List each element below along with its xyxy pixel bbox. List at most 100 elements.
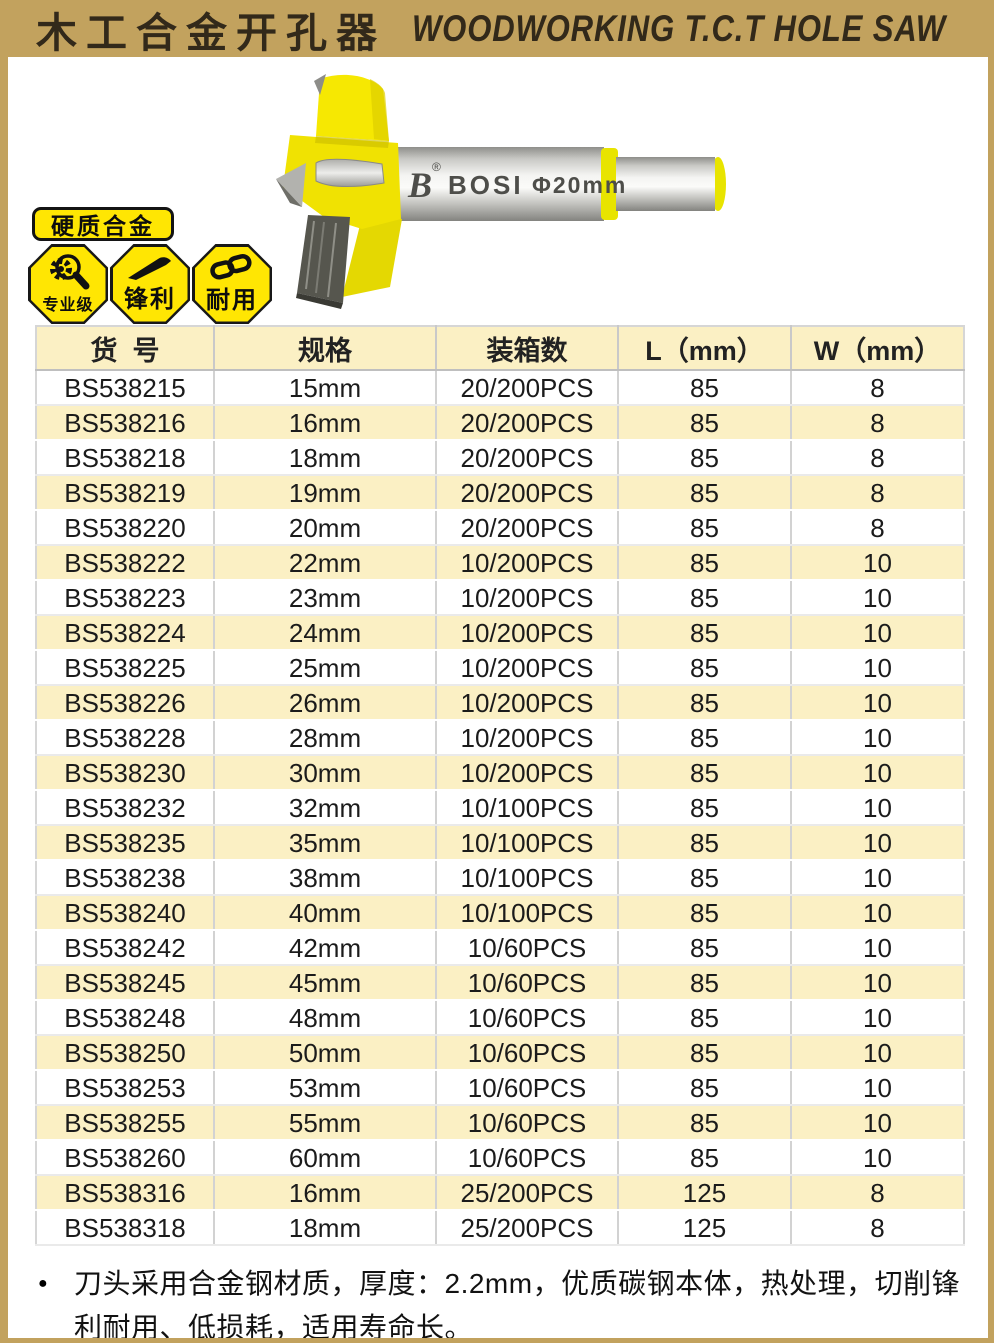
cell-item-no: BS538245	[36, 965, 215, 1001]
table-row: BS538219 19mm 20/200PCS 85 8	[36, 475, 964, 511]
cell-item-no: BS538238	[36, 860, 215, 896]
cell-item-no: BS538242	[36, 930, 215, 966]
cell-length: 85	[618, 370, 792, 406]
cell-packing: 20/200PCS	[436, 475, 619, 511]
cell-item-no: BS538230	[36, 755, 215, 791]
cell-spec: 15mm	[214, 370, 437, 406]
note-item: ● 刀头采用合金钢材质，厚度：2.2mm，优质碳钢本体，热处理，切削锋利耐用、低…	[38, 1262, 962, 1338]
cell-spec: 22mm	[214, 545, 437, 581]
cell-item-no: BS538318	[36, 1210, 215, 1246]
page-title-english: WOODWORKING T.C.T HOLE SAW	[412, 7, 947, 49]
cell-length: 85	[618, 860, 792, 896]
col-header-length: L（mm）	[618, 326, 792, 371]
content-frame: B ® BOSI Φ20mm	[0, 57, 994, 1343]
octagon-fill: 专业级	[30, 246, 106, 322]
cell-length: 85	[618, 510, 792, 546]
spec-table-head: 货 号 规格 装箱数 L（mm） W（mm）	[36, 326, 964, 371]
cell-spec: 55mm	[214, 1105, 437, 1141]
badge-professional: 专业级	[28, 244, 108, 324]
cell-length: 85	[618, 650, 792, 686]
cell-item-no: BS538255	[36, 1105, 215, 1141]
cell-length: 85	[618, 1140, 792, 1176]
cell-width: 8	[791, 1210, 964, 1246]
cell-width: 10	[791, 930, 964, 966]
cell-spec: 53mm	[214, 1070, 437, 1106]
table-row: BS538253 53mm 10/60PCS 85 10	[36, 1070, 964, 1106]
table-row: BS538250 50mm 10/60PCS 85 10	[36, 1035, 964, 1071]
cell-length: 85	[618, 1000, 792, 1036]
cell-item-no: BS538215	[36, 370, 215, 406]
cell-packing: 20/200PCS	[436, 440, 619, 476]
cell-packing: 10/200PCS	[436, 755, 619, 791]
cell-length: 85	[618, 685, 792, 721]
table-row: BS538248 48mm 10/60PCS 85 10	[36, 1000, 964, 1036]
table-row: BS538318 18mm 25/200PCS 125 8	[36, 1210, 964, 1246]
brand-text: BOSI	[448, 170, 524, 200]
cell-spec: 18mm	[214, 1210, 437, 1246]
cell-width: 10	[791, 860, 964, 896]
cell-width: 10	[791, 580, 964, 616]
hero-section: B ® BOSI Φ20mm	[8, 57, 988, 325]
cell-width: 10	[791, 1000, 964, 1036]
cell-item-no: BS538250	[36, 1035, 215, 1071]
cell-packing: 10/200PCS	[436, 685, 619, 721]
cell-length: 85	[618, 1035, 792, 1071]
table-row: BS538218 18mm 20/200PCS 85 8	[36, 440, 964, 476]
table-row: BS538242 42mm 10/60PCS 85 10	[36, 930, 964, 966]
cell-width: 10	[791, 965, 964, 1001]
page-title-chinese: 木工合金开孔器	[36, 9, 386, 56]
cell-item-no: BS538222	[36, 545, 215, 581]
cell-length: 85	[618, 580, 792, 616]
table-row: BS538240 40mm 10/100PCS 85 10	[36, 895, 964, 931]
cell-item-no: BS538240	[36, 895, 215, 931]
cell-length: 85	[618, 930, 792, 966]
table-row: BS538228 28mm 10/200PCS 85 10	[36, 720, 964, 756]
cell-item-no: BS538228	[36, 720, 215, 756]
cell-packing: 25/200PCS	[436, 1175, 619, 1211]
cell-width: 10	[791, 1035, 964, 1071]
cell-length: 85	[618, 440, 792, 476]
cell-packing: 25/200PCS	[436, 1210, 619, 1246]
table-row: BS538230 30mm 10/200PCS 85 10	[36, 755, 964, 791]
cell-packing: 10/200PCS	[436, 580, 619, 616]
drill-yellow-ring	[601, 148, 618, 220]
cell-item-no: BS538260	[36, 1140, 215, 1176]
cell-item-no: BS538225	[36, 650, 215, 686]
table-row: BS538222 22mm 10/200PCS 85 10	[36, 545, 964, 581]
badge-label: 耐用	[206, 287, 258, 314]
cell-width: 10	[791, 790, 964, 826]
cell-width: 10	[791, 755, 964, 791]
table-row: BS538255 55mm 10/60PCS 85 10	[36, 1105, 964, 1141]
cell-width: 10	[791, 545, 964, 581]
drill-shaft: B ® BOSI Φ20mm	[388, 147, 726, 221]
drill-head	[276, 74, 402, 309]
badge-label: 锋利	[124, 286, 176, 313]
cell-width: 8	[791, 440, 964, 476]
chain-icon	[210, 254, 252, 280]
cell-spec: 18mm	[214, 440, 437, 476]
cell-packing: 10/60PCS	[436, 1140, 619, 1176]
cell-item-no: BS538248	[36, 1000, 215, 1036]
cell-width: 10	[791, 1140, 964, 1176]
cell-spec: 23mm	[214, 580, 437, 616]
magnifier-gear-icon	[50, 254, 90, 290]
table-row: BS538216 16mm 20/200PCS 85 8	[36, 405, 964, 441]
cell-packing: 10/100PCS	[436, 790, 619, 826]
cell-packing: 10/200PCS	[436, 720, 619, 756]
cell-spec: 32mm	[214, 790, 437, 826]
cell-packing: 20/200PCS	[436, 405, 619, 441]
col-header-item-no: 货 号	[36, 326, 215, 371]
cell-packing: 10/60PCS	[436, 1035, 619, 1071]
cell-spec: 30mm	[214, 755, 437, 791]
cell-item-no: BS538216	[36, 405, 215, 441]
badge-durable: 耐用	[192, 244, 272, 324]
cell-length: 85	[618, 755, 792, 791]
cell-packing: 10/200PCS	[436, 650, 619, 686]
cell-packing: 10/100PCS	[436, 895, 619, 931]
cell-item-no: BS538220	[36, 510, 215, 546]
cell-length: 85	[618, 825, 792, 861]
cell-length: 85	[618, 895, 792, 931]
table-row: BS538224 24mm 10/200PCS 85 10	[36, 615, 964, 651]
badge-sharp: 锋利	[110, 244, 190, 324]
